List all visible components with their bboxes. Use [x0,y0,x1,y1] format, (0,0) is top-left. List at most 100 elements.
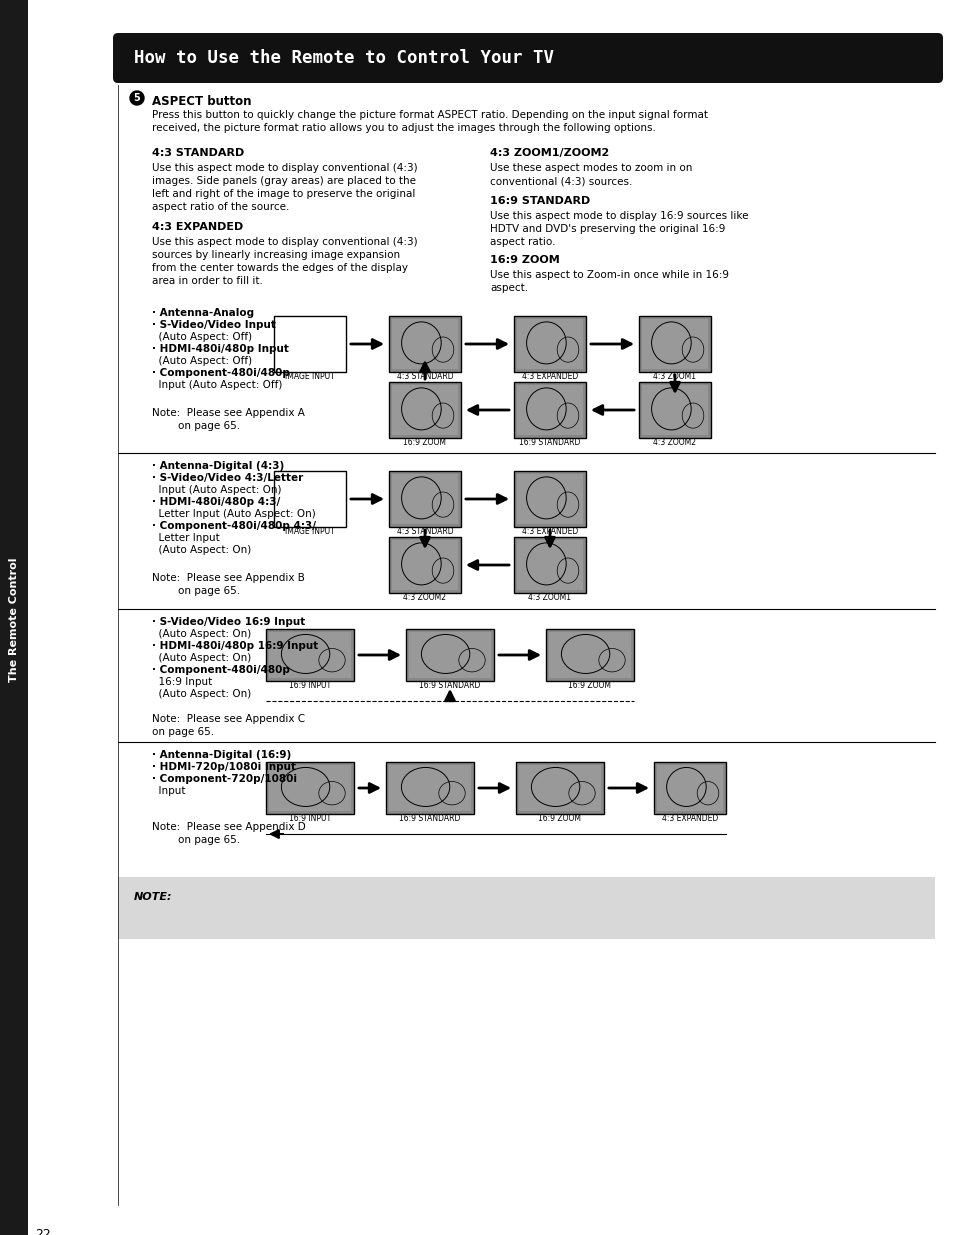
Text: 4:3 EXPANDED: 4:3 EXPANDED [661,814,718,823]
Text: received, the picture format ratio allows you to adjust the images through the f: received, the picture format ratio allow… [152,124,656,133]
Text: · S-Video/Video 4:3/Letter: · S-Video/Video 4:3/Letter [152,473,303,483]
Bar [269,632,351,678]
Text: conventional (4:3) sources.: conventional (4:3) sources. [490,177,632,186]
Bar [639,382,710,438]
Bar [389,316,460,372]
Text: Letter Input (Auto Aspect: On): Letter Input (Auto Aspect: On) [152,509,315,519]
Text: on page 65.: on page 65. [152,835,240,845]
Text: 4:3 ZOOM1/ZOOM2: 4:3 ZOOM1/ZOOM2 [490,148,609,158]
Text: Use these aspect modes to zoom in on: Use these aspect modes to zoom in on [490,163,692,173]
Bar [514,316,585,372]
Bar [548,632,630,678]
Text: 4:3 ZOOM1: 4:3 ZOOM1 [528,593,571,601]
Bar [654,762,725,814]
Text: Use this aspect mode to display 16:9 sources like: Use this aspect mode to display 16:9 sou… [490,211,748,221]
Bar [392,474,457,524]
Text: Use this aspect mode to display conventional (4:3): Use this aspect mode to display conventi… [152,163,417,173]
Bar [517,540,582,590]
Text: (Auto Aspect: Off): (Auto Aspect: Off) [152,356,252,366]
Text: 4:3 EXPANDED: 4:3 EXPANDED [521,527,578,536]
Bar [118,877,934,939]
Text: area in order to fill it.: area in order to fill it. [152,275,263,287]
Text: Note:  Please see Appendix C: Note: Please see Appendix C [152,714,305,724]
Text: (Auto Aspect: On): (Auto Aspect: On) [152,689,251,699]
Text: 16:9 ZOOM: 16:9 ZOOM [403,438,446,447]
Text: 4:3 STANDARD: 4:3 STANDARD [152,148,244,158]
Bar [266,762,354,814]
Text: 16:9 STANDARD: 16:9 STANDARD [490,196,590,206]
Bar [0,0,28,1235]
Text: HDTV and DVD's preserving the original 16:9: HDTV and DVD's preserving the original 1… [490,224,724,233]
Text: · Antenna-Digital (4:3): · Antenna-Digital (4:3) [152,461,284,471]
Text: Note:  Please see Appendix A: Note: Please see Appendix A [152,408,305,417]
Text: (Auto Aspect: On): (Auto Aspect: On) [152,545,251,555]
Text: Press this button to quickly change the picture format ASPECT ratio. Depending o: Press this button to quickly change the … [152,110,707,120]
Text: 16:9 Input: 16:9 Input [152,677,212,687]
Text: 4:3 ZOOM2: 4:3 ZOOM2 [653,438,696,447]
Bar [266,629,354,680]
Text: Input: Input [152,785,185,797]
Bar [392,385,457,435]
Text: 4:3 STANDARD: 4:3 STANDARD [396,527,453,536]
Text: IMAGE INPUT: IMAGE INPUT [285,527,335,536]
Text: on page 65.: on page 65. [152,585,240,597]
Text: Note:  Please see Appendix D: Note: Please see Appendix D [152,823,305,832]
Bar [386,762,474,814]
Text: Letter Input: Letter Input [152,534,219,543]
Text: · S-Video/Video Input: · S-Video/Video Input [152,320,275,330]
Text: Input (Auto Aspect: On): Input (Auto Aspect: On) [152,485,281,495]
Bar [392,319,457,369]
Text: 4:3 EXPANDED: 4:3 EXPANDED [521,372,578,382]
Bar [274,316,346,372]
Text: 4:3 ZOOM1: 4:3 ZOOM1 [653,372,696,382]
Text: Input (Auto Aspect: Off): Input (Auto Aspect: Off) [152,380,282,390]
Bar [641,385,707,435]
Circle shape [130,91,144,105]
Text: 16:9 ZOOM: 16:9 ZOOM [568,680,611,690]
Text: 16:9 INPUT: 16:9 INPUT [289,680,331,690]
Text: images. Side panels (gray areas) are placed to the: images. Side panels (gray areas) are pla… [152,177,416,186]
Text: NOTE:: NOTE: [133,892,172,902]
Text: (Auto Aspect: On): (Auto Aspect: On) [152,629,251,638]
Bar [641,319,707,369]
Text: · Component-720p/1080i: · Component-720p/1080i [152,774,296,784]
Text: ASPECT button: ASPECT button [152,95,252,107]
Text: · HDMI-720p/1080i Input: · HDMI-720p/1080i Input [152,762,295,772]
Text: How to Use the Remote to Control Your TV: How to Use the Remote to Control Your TV [133,49,554,67]
Text: · HDMI-480i/480p Input: · HDMI-480i/480p Input [152,345,289,354]
Text: sources by linearly increasing image expansion: sources by linearly increasing image exp… [152,249,399,261]
Text: · Antenna-Digital (16:9): · Antenna-Digital (16:9) [152,750,291,760]
Text: · HDMI-480i/480p 16:9 Input: · HDMI-480i/480p 16:9 Input [152,641,318,651]
Bar [517,474,582,524]
Bar [389,382,460,438]
Text: (Auto Aspect: Off): (Auto Aspect: Off) [152,332,252,342]
Text: 4:3 EXPANDED: 4:3 EXPANDED [152,222,243,232]
Text: Note:  Please see Appendix B: Note: Please see Appendix B [152,573,305,583]
Text: 4:3 STANDARD: 4:3 STANDARD [396,372,453,382]
Text: · S-Video/Video 16:9 Input: · S-Video/Video 16:9 Input [152,618,305,627]
Text: 16:9 ZOOM: 16:9 ZOOM [490,254,559,266]
Text: · HDMI-480i/480p 4:3/: · HDMI-480i/480p 4:3/ [152,496,280,508]
FancyBboxPatch shape [112,33,942,83]
Bar [517,319,582,369]
Bar [389,764,471,811]
Text: on page 65.: on page 65. [152,727,213,737]
Bar [389,471,460,527]
Text: 16:9 STANDARD: 16:9 STANDARD [419,680,480,690]
Text: · Component-480i/480p 4:3/: · Component-480i/480p 4:3/ [152,521,315,531]
Text: 5: 5 [133,93,140,103]
Bar [389,537,460,593]
Text: Use this aspect to Zoom-in once while in 16:9: Use this aspect to Zoom-in once while in… [490,270,728,280]
Text: 16:9 INPUT: 16:9 INPUT [289,814,331,823]
Bar [514,537,585,593]
Text: 16:9 STANDARD: 16:9 STANDARD [518,438,580,447]
Bar [392,540,457,590]
Bar [545,629,634,680]
Text: · Component-480i/480p: · Component-480i/480p [152,664,290,676]
Bar [514,471,585,527]
Bar [516,762,603,814]
Bar [514,382,585,438]
Text: left and right of the image to preserve the original: left and right of the image to preserve … [152,189,415,199]
Text: 22: 22 [35,1228,51,1235]
Text: 16:9 STANDARD: 16:9 STANDARD [399,814,460,823]
